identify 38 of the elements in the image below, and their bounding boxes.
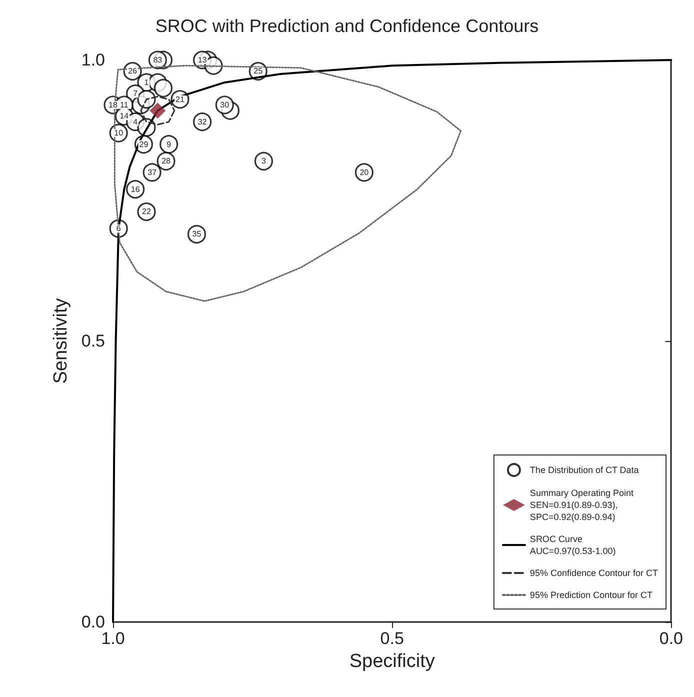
y-tick-label: 0.0 <box>81 612 105 632</box>
annotation: 18 <box>108 100 118 110</box>
annotation: 28 <box>162 156 172 166</box>
annotation: 83 <box>153 56 163 64</box>
x-tick-label: 0.5 <box>380 629 404 648</box>
annotation: 1 <box>144 78 150 87</box>
annotation: 3 <box>261 156 266 166</box>
annotation: 35 <box>192 230 202 239</box>
y-axis-title: Sensitivity <box>50 298 72 384</box>
annotation: 14 <box>120 112 130 121</box>
annotation: 32 <box>198 117 208 126</box>
legend-label: 95% Prediction Contour for CT <box>530 590 653 600</box>
legend-label: 95% Confidence Contour for CT <box>530 568 658 578</box>
annotation: 37 <box>148 168 158 177</box>
annotation: 29 <box>139 140 149 149</box>
x-axis-title: Specificity <box>349 650 436 672</box>
annotation: 11 <box>120 100 129 110</box>
chart-title: SROC with Prediction and Confidence Contours <box>155 16 539 36</box>
legend-label: SROC Curve AUC=0.97(0.53-1.00) <box>530 534 616 556</box>
y-tick-label: 0.5 <box>81 332 105 350</box>
legend-label: The Distribution of CT Data <box>530 465 639 475</box>
annotation: 30 <box>220 100 230 110</box>
y-tick-label: 1.0 <box>81 50 105 70</box>
annotation: 22 <box>142 207 152 216</box>
legend-label: Summary Operating Point SEN=0.91(0.89-0.93), SPC=0.92(0.89-0.94) <box>530 488 634 522</box>
annotation: 10 <box>114 128 124 138</box>
annotation: 26 <box>128 66 138 76</box>
annotation: 9 <box>166 140 172 149</box>
annotation: 7 <box>133 89 138 98</box>
x-tick-label: 0.0 <box>659 629 684 648</box>
annotation: 25 <box>254 66 264 76</box>
annotation: 21 <box>176 94 185 104</box>
annotation: 6 <box>116 224 122 234</box>
x-tick-label: 1.0 <box>101 629 125 648</box>
annotation: 16 <box>130 184 140 194</box>
annotation: 4 <box>133 117 138 126</box>
annotation: 13 <box>198 56 208 64</box>
annotation: 20 <box>360 168 370 177</box>
